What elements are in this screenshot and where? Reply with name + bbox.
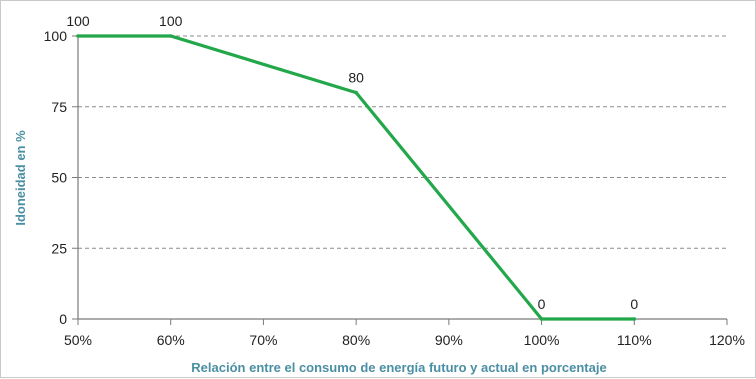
data-point <box>354 90 358 95</box>
x-tick-label: 50% <box>64 332 92 348</box>
grid-lines <box>78 35 727 249</box>
y-tick-label: 75 <box>51 99 67 115</box>
y-tick-label: 25 <box>51 240 67 256</box>
y-tick-label: 100 <box>44 28 68 44</box>
x-tick-label: 60% <box>157 332 185 348</box>
data-point <box>168 34 173 38</box>
data-label: 100 <box>66 13 90 29</box>
series-layer <box>76 34 637 321</box>
data-label: 100 <box>159 13 183 29</box>
x-axis-ticks: 50% 60% 70% 80% 90% 100% 110% 120% <box>64 319 745 348</box>
data-point <box>76 34 80 38</box>
data-point <box>632 317 637 321</box>
x-tick-label: 120% <box>709 332 745 348</box>
data-label: 0 <box>630 296 638 312</box>
x-tick-label: 80% <box>342 332 370 348</box>
y-tick-label: 0 <box>59 311 67 327</box>
x-axis-title: Relación entre el consumo de energía fut… <box>191 360 606 375</box>
y-tick-label: 50 <box>51 170 67 186</box>
x-tick-label: 90% <box>435 332 463 348</box>
data-label: 0 <box>538 296 546 312</box>
x-tick-label: 110% <box>617 332 652 348</box>
x-tick-label: 100% <box>524 332 560 348</box>
y-axis-title: Idoneidad en % <box>13 130 28 226</box>
x-tick-label: 70% <box>249 332 277 348</box>
data-label: 80 <box>348 70 364 86</box>
data-labels: 100 100 80 0 0 <box>66 13 638 312</box>
data-point <box>539 317 544 321</box>
y-axis-ticks: 0 25 50 75 100 <box>44 28 78 327</box>
